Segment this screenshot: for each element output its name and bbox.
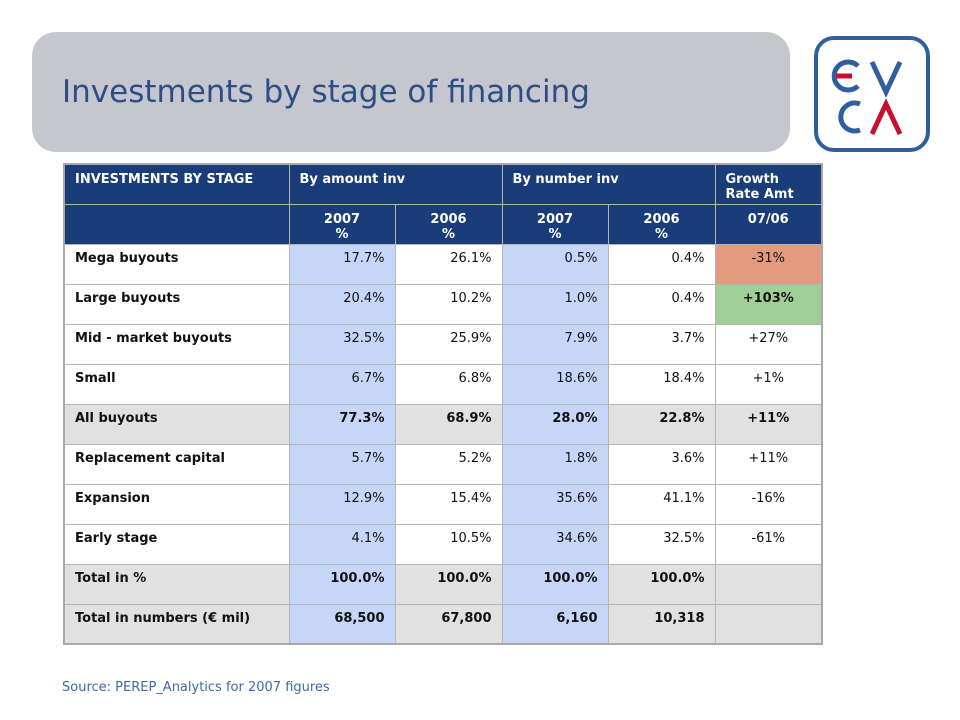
amount-2007-cell: 4.1%: [288, 523, 396, 565]
header2-number-2007: 2007 %: [501, 203, 609, 245]
amount-2006-cell: 100.0%: [394, 563, 503, 605]
header-amount: By amount inv: [288, 163, 503, 205]
amount-2006-cell: 10.5%: [394, 523, 503, 565]
table-row: Expansion 12.9% 15.4% 35.6% 41.1% -16%: [63, 483, 823, 525]
amount-2007-cell: 32.5%: [288, 323, 396, 365]
header2-growth-period: 07/06: [714, 203, 823, 245]
row-label: Replacement capital: [63, 443, 290, 485]
growth-cell: -61%: [714, 523, 823, 565]
header-stage: INVESTMENTS BY STAGE: [63, 163, 290, 205]
source-note: Source: PEREP_Analytics for 2007 figures: [62, 680, 330, 695]
number-2007-cell: 7.9%: [501, 323, 609, 365]
number-2006-cell: 22.8%: [607, 403, 716, 445]
amount-2007-cell: 17.7%: [288, 243, 396, 285]
amount-2006-cell: 10.2%: [394, 283, 503, 325]
header-row-2: 2007 % 2006 % 2007 % 2006 % 07/06: [63, 203, 823, 245]
amount-2007-cell: 6.7%: [288, 363, 396, 405]
number-2007-cell: 1.0%: [501, 283, 609, 325]
amount-2006-cell: 68.9%: [394, 403, 503, 445]
growth-cell: -16%: [714, 483, 823, 525]
amount-2006-cell: 26.1%: [394, 243, 503, 285]
amount-2007-cell: 77.3%: [288, 403, 396, 445]
number-2007-cell: 100.0%: [501, 563, 609, 605]
growth-cell: +1%: [714, 363, 823, 405]
number-2006-cell: 3.6%: [607, 443, 716, 485]
header2-amount-2006: 2006 %: [394, 203, 503, 245]
evca-logo: [814, 36, 930, 152]
table-row: Mega buyouts 17.7% 26.1% 0.5% 0.4% -31%: [63, 243, 823, 285]
amount-2006-cell: 25.9%: [394, 323, 503, 365]
number-2006-cell: 10,318: [607, 603, 716, 645]
title-band: [32, 32, 790, 152]
row-label: Small: [63, 363, 290, 405]
table-row: Mid - market buyouts 32.5% 25.9% 7.9% 3.…: [63, 323, 823, 365]
growth-cell: [714, 563, 823, 605]
row-label: Expansion: [63, 483, 290, 525]
number-2006-cell: 18.4%: [607, 363, 716, 405]
subtotal-row: All buyouts 77.3% 68.9% 28.0% 22.8% +11%: [63, 403, 823, 445]
amount-2007-cell: 5.7%: [288, 443, 396, 485]
growth-cell: +27%: [714, 323, 823, 365]
row-label: Total in numbers (€ mil): [63, 603, 290, 645]
number-2007-cell: 6,160: [501, 603, 609, 645]
number-2007-cell: 18.6%: [501, 363, 609, 405]
header-growth: Growth Rate Amt: [714, 163, 823, 205]
number-2007-cell: 1.8%: [501, 443, 609, 485]
number-2007-cell: 34.6%: [501, 523, 609, 565]
number-2006-cell: 0.4%: [607, 243, 716, 285]
growth-cell: +11%: [714, 403, 823, 445]
amount-2007-cell: 20.4%: [288, 283, 396, 325]
number-2007-cell: 28.0%: [501, 403, 609, 445]
table-row: Large buyouts 20.4% 10.2% 1.0% 0.4% +103…: [63, 283, 823, 325]
amount-2006-cell: 5.2%: [394, 443, 503, 485]
total-numbers-row: Total in numbers (€ mil) 68,500 67,800 6…: [63, 603, 823, 645]
amount-2007-cell: 100.0%: [288, 563, 396, 605]
number-2007-cell: 0.5%: [501, 243, 609, 285]
growth-cell: [714, 603, 823, 645]
row-label: Early stage: [63, 523, 290, 565]
header-number: By number inv: [501, 163, 716, 205]
number-2006-cell: 100.0%: [607, 563, 716, 605]
row-label: Mega buyouts: [63, 243, 290, 285]
amount-2006-cell: 67,800: [394, 603, 503, 645]
slide-title: Investments by stage of financing: [62, 74, 590, 110]
amount-2006-cell: 15.4%: [394, 483, 503, 525]
number-2006-cell: 0.4%: [607, 283, 716, 325]
growth-cell: +103%: [714, 283, 823, 325]
row-label: Total in %: [63, 563, 290, 605]
table-row: Replacement capital 5.7% 5.2% 1.8% 3.6% …: [63, 443, 823, 485]
total-percent-row: Total in % 100.0% 100.0% 100.0% 100.0%: [63, 563, 823, 605]
growth-cell: -31%: [714, 243, 823, 285]
investments-table: INVESTMENTS BY STAGE By amount inv By nu…: [63, 163, 823, 645]
row-label: Mid - market buyouts: [63, 323, 290, 365]
header2-blank: [63, 203, 290, 245]
amount-2007-cell: 68,500: [288, 603, 396, 645]
row-label: Large buyouts: [63, 283, 290, 325]
number-2006-cell: 41.1%: [607, 483, 716, 525]
table-row: Early stage 4.1% 10.5% 34.6% 32.5% -61%: [63, 523, 823, 565]
header2-amount-2007: 2007 %: [288, 203, 396, 245]
header-row-1: INVESTMENTS BY STAGE By amount inv By nu…: [63, 163, 823, 205]
number-2006-cell: 32.5%: [607, 523, 716, 565]
growth-cell: +11%: [714, 443, 823, 485]
amount-2006-cell: 6.8%: [394, 363, 503, 405]
header2-number-2006: 2006 %: [607, 203, 716, 245]
number-2006-cell: 3.7%: [607, 323, 716, 365]
row-label: All buyouts: [63, 403, 290, 445]
table-row: Small 6.7% 6.8% 18.6% 18.4% +1%: [63, 363, 823, 405]
amount-2007-cell: 12.9%: [288, 483, 396, 525]
number-2007-cell: 35.6%: [501, 483, 609, 525]
